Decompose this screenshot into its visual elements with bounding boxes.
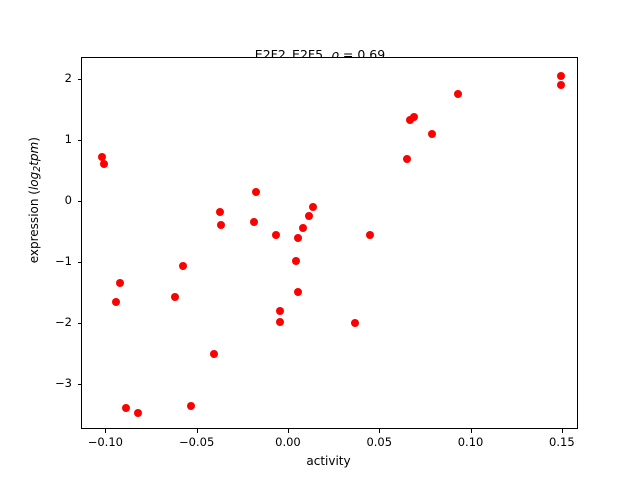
scatter-point (116, 278, 125, 287)
scatter-point (557, 81, 566, 90)
scatter-point (409, 112, 418, 121)
y-tick-mark (78, 261, 82, 263)
scatter-point (112, 297, 121, 306)
x-tick-mark (105, 429, 107, 433)
scatter-point (403, 154, 411, 163)
x-tick-label: 0.15 (549, 435, 575, 449)
scatter-point (298, 223, 307, 232)
scatter-point (122, 403, 131, 412)
scatter-point (308, 202, 317, 211)
y-label-tpm: tpm (26, 141, 41, 166)
x-tick-mark (470, 429, 472, 433)
scatter-point (294, 288, 302, 297)
plot-data-area (82, 58, 577, 428)
scatter-point (216, 208, 225, 217)
scatter-point (210, 350, 218, 359)
scatter-point (453, 90, 462, 99)
y-tick-label: −1 (55, 253, 72, 268)
scatter-point (171, 293, 180, 302)
y-label-log: log (26, 171, 41, 191)
plot-axes: −0.10 −0.05 0.00 0.05 0.10 0.15 2 1 0 −1 −2 −3 (55, 57, 578, 449)
scatter-point (187, 401, 195, 410)
x-tick-label: −0.10 (87, 435, 123, 449)
scatter-point (98, 152, 107, 161)
scatter-point (275, 318, 284, 326)
y-tick-label: −3 (55, 376, 72, 391)
y-label-suffix: ) (26, 137, 41, 142)
y-tick-label: 0 (64, 192, 72, 207)
scatter-point (178, 261, 187, 270)
scatter-point (304, 212, 313, 221)
y-tick-label: −2 (55, 314, 72, 329)
x-tick-label: 0.05 (366, 435, 393, 449)
y-tick-mark (78, 78, 82, 80)
x-tick-label: 0.10 (457, 435, 484, 449)
x-tick-mark (287, 429, 289, 433)
scatter-point (134, 408, 143, 417)
y-tick-mark (78, 139, 82, 141)
y-tick-label: 1 (64, 131, 72, 146)
scatter-point (216, 220, 225, 229)
y-label-prefix: expression ( (26, 190, 41, 264)
x-tick-mark (379, 429, 381, 433)
y-tick-mark (78, 322, 82, 324)
y-tick-mark (78, 200, 82, 202)
scatter-point (428, 130, 437, 139)
scatter-point (100, 159, 109, 168)
scatter-point (365, 231, 374, 240)
scatter-point (350, 318, 359, 327)
scatter-point (557, 71, 566, 80)
scatter-point (405, 115, 414, 124)
scatter-point (249, 217, 258, 226)
x-tick-label: 0.00 (275, 435, 301, 449)
rho-symbol: ρ (330, 47, 339, 62)
scatter-point (294, 234, 302, 243)
y-tick-mark (78, 384, 82, 386)
y-label-subscript: 2 (32, 165, 44, 172)
scatter-point (271, 231, 280, 240)
x-tick-mark (561, 429, 563, 433)
x-tick-label: −0.05 (179, 435, 215, 449)
x-axis-label: activity (306, 454, 351, 468)
x-tick-mark (196, 429, 198, 433)
scatter-point (291, 256, 300, 265)
scatter-point (275, 306, 284, 315)
scatter-point (252, 188, 260, 197)
y-tick-label: 2 (64, 70, 72, 85)
y-axis-label: expression (log2tpm) (27, 15, 43, 385)
